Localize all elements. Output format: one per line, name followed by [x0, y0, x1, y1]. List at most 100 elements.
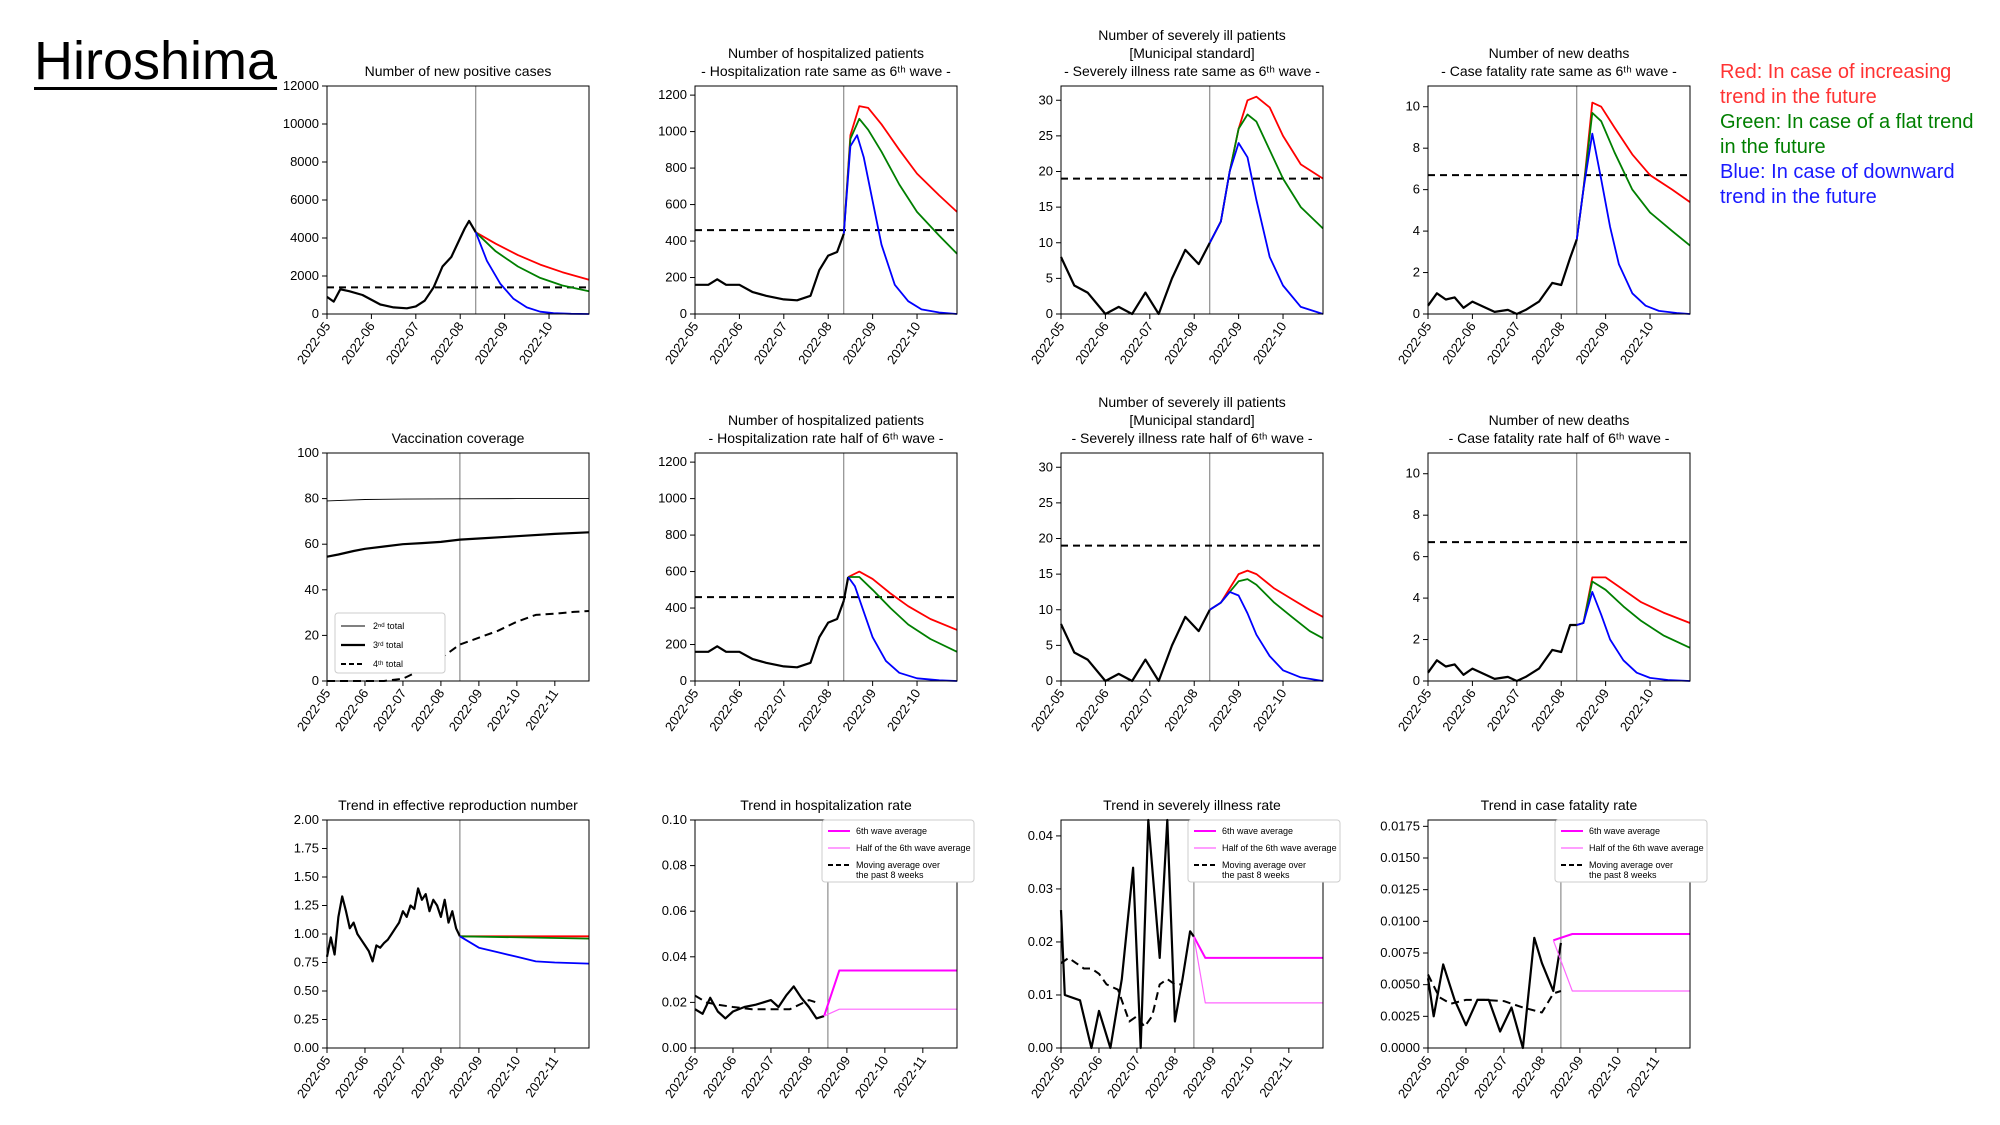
x-tick-label: 2022-08 [1528, 686, 1568, 734]
chart-title: - Severely illness rate same as 6ᵗʰ wave… [1064, 63, 1320, 79]
y-tick-label: 0.01 [1028, 987, 1053, 1002]
y-tick-label: 8 [1413, 507, 1420, 522]
x-tick-label: 2022-06 [332, 686, 372, 734]
x-tick-label: 2022-05 [1028, 686, 1068, 734]
y-tick-label: 1.00 [294, 926, 319, 941]
y-tick-label: 6 [1413, 549, 1420, 564]
series-decrease [1209, 142, 1324, 315]
series-increase [1209, 569, 1324, 618]
y-tick-label: 0 [312, 306, 319, 321]
y-tick-label: 0 [1046, 306, 1053, 321]
x-tick-label: 2022-10 [884, 319, 924, 367]
chart-title: - Severely illness rate half of 6ᵗʰ wave… [1071, 430, 1312, 446]
y-tick-label: 2 [1413, 632, 1420, 647]
chart-title: Number of hospitalized patients [728, 45, 924, 61]
y-tick-label: 30 [1039, 92, 1053, 107]
y-tick-label: 40 [305, 582, 319, 597]
x-tick-label: 2022-07 [1104, 1053, 1144, 1101]
legend-label: 6th wave average [856, 826, 927, 836]
y-tick-label: 5 [1046, 270, 1053, 285]
y-tick-label: 0.0100 [1380, 913, 1420, 928]
series-observed [326, 219, 477, 310]
legend-label: the past 8 weeks [1222, 870, 1290, 880]
chart-severe_same: Number of severely ill patients [Municipa… [1028, 27, 1324, 367]
x-tick-label: 2022-07 [1484, 686, 1524, 734]
chart-title: - Hospitalization rate half of 6ᵗʰ wave … [709, 430, 944, 446]
x-tick-label: 2022-05 [662, 686, 702, 734]
y-tick-label: 0 [1413, 306, 1420, 321]
series-increase [1209, 95, 1324, 244]
series-decrease [1576, 591, 1691, 682]
y-tick-label: 6 [1413, 182, 1420, 197]
chart-title: - Hospitalization rate same as 6ᵗʰ wave … [701, 63, 951, 79]
legend-label: the past 8 weeks [856, 870, 924, 880]
series-observed [325, 887, 461, 963]
chart-hosp_half: Number of hospitalized patients - Hospita… [658, 412, 958, 734]
x-tick-label: 2022-05 [1395, 686, 1435, 734]
series-flat [1575, 112, 1691, 247]
x-tick-label: 2022-06 [1439, 686, 1479, 734]
y-tick-label: 5 [1046, 637, 1053, 652]
x-tick-label: 2022-09 [1572, 319, 1612, 367]
y-tick-label: 1200 [658, 87, 687, 102]
legend-label: 3ʳᵈ total [373, 640, 403, 650]
x-tick-label: 2022-05 [294, 686, 334, 734]
series-half_avg [823, 1008, 957, 1017]
y-tick-label: 4000 [290, 230, 319, 245]
y-tick-label: 0 [312, 673, 319, 688]
x-tick-label: 2022-09 [446, 686, 486, 734]
y-tick-label: 20 [1039, 531, 1053, 546]
series-sixth_avg [1193, 936, 1323, 959]
x-tick-label: 2022-09 [1547, 1053, 1587, 1101]
y-tick-label: 1000 [658, 491, 687, 506]
series-observed [1059, 818, 1195, 1050]
x-tick-label: 2022-10 [1250, 686, 1290, 734]
x-tick-label: 2022-10 [1218, 1053, 1258, 1101]
legend-red-text: Red: In case of increasing trend in the … [1720, 61, 1952, 108]
x-tick-label: 2022-09 [471, 319, 511, 367]
x-tick-label: 2022-10 [1617, 319, 1657, 367]
y-tick-label: 0.03 [1028, 881, 1053, 896]
x-tick-label: 2022-08 [1509, 1053, 1549, 1101]
y-tick-label: 0.00 [662, 1040, 687, 1055]
series-dose4 [327, 610, 590, 682]
x-tick-label: 2022-06 [1072, 319, 1112, 367]
series-observed [1427, 239, 1578, 316]
series-decrease [842, 134, 958, 315]
plot-frame [1060, 85, 1324, 315]
x-tick-label: 2022-11 [522, 686, 561, 733]
x-tick-label: 2022-07 [751, 319, 791, 367]
legend-box [334, 612, 446, 674]
plot-frame [1427, 452, 1691, 682]
y-tick-label: 4 [1413, 590, 1420, 605]
y-tick-label: 1000 [658, 124, 687, 139]
chart-fatality_rate: Trend in case fatality rate 0.0000 0.0025 0… [1380, 797, 1708, 1101]
legend-green-text: Green: In case of a flat trend in the fu… [1720, 111, 1974, 158]
series-observed [695, 600, 845, 669]
plot-frame [694, 452, 958, 682]
x-tick-label: 2022-05 [1395, 1053, 1435, 1101]
y-tick-label: 2000 [290, 268, 319, 283]
x-tick-label: 2022-08 [776, 1053, 816, 1101]
chart-hosp_rate: Trend in hospitalization rate 0.00 0.02 0.0… [662, 797, 975, 1101]
x-tick-label: 2022-09 [1572, 686, 1612, 734]
legend-label: Moving average over [1589, 860, 1673, 870]
series-flat [1209, 578, 1324, 640]
legend-box [1187, 819, 1341, 883]
series-observed [694, 985, 825, 1020]
chart-deaths_same: Number of new deaths - Case fatality rate… [1395, 45, 1691, 367]
chart-vaccination: Vaccination coverage0204060801002022-052… [294, 430, 590, 734]
y-tick-label: 80 [305, 491, 319, 506]
x-tick-label: 2022-10 [1617, 686, 1657, 734]
y-tick-label: 0.0075 [1380, 945, 1420, 960]
series-half_avg [1193, 936, 1323, 1004]
series-flat [842, 117, 958, 255]
plot-frame [1060, 452, 1324, 682]
chart-new_cases: Number of new positive cases 0 2000 4000 600… [283, 63, 590, 367]
y-tick-label: 0.02 [662, 994, 687, 1009]
x-tick-label: 2022-11 [890, 1053, 929, 1100]
chart-title: [Municipal standard] [1129, 412, 1254, 428]
y-tick-label: 2.00 [294, 812, 319, 827]
x-tick-label: 2022-11 [522, 1053, 561, 1100]
